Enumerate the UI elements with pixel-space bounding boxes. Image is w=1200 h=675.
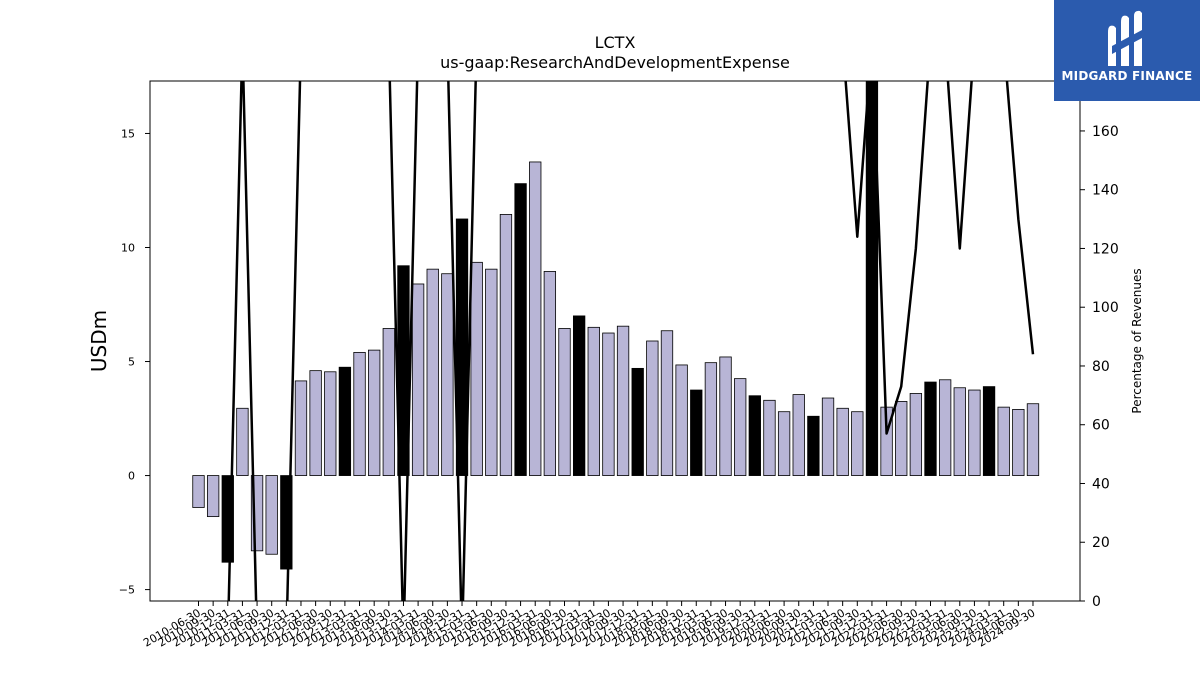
bar-2012-09-30 <box>325 372 337 476</box>
y-tick-label: 10 <box>121 241 135 254</box>
bar-2016-03-31 <box>529 162 541 476</box>
bar-2010-06-30 <box>193 476 205 508</box>
y-axis-label-right: Percentage of Revenues <box>1130 268 1144 413</box>
bar-2011-09-30 <box>266 476 278 555</box>
bar-2021-03-31 <box>822 398 834 476</box>
bar-2010-09-30 <box>207 476 219 517</box>
midgard-finance-logo: MIDGARD FINANCE <box>1054 0 1200 101</box>
line-path <box>228 41 1033 641</box>
bar-2013-09-30 <box>383 328 395 475</box>
y-tick-label-right: 0 <box>1092 594 1101 610</box>
y-tick-label-right: 140 <box>1092 183 1119 199</box>
y-axis-left: −5 0 5 10 15 <box>119 127 150 596</box>
bar-2014-09-30 <box>442 274 454 476</box>
bar-2015-09-30 <box>500 214 512 475</box>
bar-2013-03-31 <box>354 352 366 475</box>
bar-2022-12-31 <box>925 382 937 476</box>
bar-2014-03-31 <box>412 284 424 476</box>
bar-2022-09-30 <box>910 393 922 475</box>
bar-2017-06-30 <box>603 333 615 476</box>
y-tick-label-right: 80 <box>1092 359 1110 375</box>
y-tick-label: 15 <box>121 127 135 140</box>
bars <box>193 81 1039 569</box>
bar-2023-06-30 <box>954 388 966 476</box>
bar-2020-09-30 <box>793 395 805 476</box>
bar-2016-12-31 <box>573 316 585 476</box>
bar-2017-12-31 <box>632 368 644 475</box>
bar-2014-06-30 <box>427 269 439 475</box>
y-axis-label: USDm <box>87 310 111 372</box>
bar-2015-12-31 <box>515 184 527 476</box>
bar-2012-12-31 <box>339 367 351 475</box>
bar-2020-06-30 <box>778 412 790 476</box>
bar-2018-06-30 <box>661 331 673 476</box>
bar-2022-06-30 <box>895 401 907 475</box>
bar-2016-06-30 <box>544 271 556 475</box>
bar-2020-03-31 <box>764 400 776 475</box>
bar-2011-03-31 <box>237 408 249 475</box>
bar-2012-03-31 <box>295 381 307 476</box>
line-series <box>228 41 1033 641</box>
bar-2013-06-30 <box>368 350 380 475</box>
bar-2024-06-30 <box>1013 409 1025 475</box>
bar-2023-09-30 <box>969 390 981 476</box>
y-tick-label-right: 160 <box>1092 124 1119 140</box>
bar-2016-09-30 <box>559 328 571 475</box>
bar-2021-09-30 <box>852 412 864 476</box>
logo-text: MIDGARD FINANCE <box>1054 69 1200 83</box>
bar-2020-12-31 <box>808 416 820 475</box>
y-tick-label-right: 120 <box>1092 241 1119 257</box>
bar-2023-12-31 <box>983 387 995 476</box>
bar-2024-09-30 <box>1027 404 1039 476</box>
bar-2021-06-30 <box>837 408 849 475</box>
y-tick-label: −5 <box>119 584 135 597</box>
bar-2012-06-30 <box>310 371 322 476</box>
bar-2015-03-31 <box>471 262 483 475</box>
bar-2015-06-30 <box>486 269 498 475</box>
bar-2018-03-31 <box>647 341 659 476</box>
bar-2019-03-31 <box>705 363 717 476</box>
y-tick-label-right: 20 <box>1092 535 1110 551</box>
bar-2019-06-30 <box>720 357 732 476</box>
y-tick-label: 0 <box>128 470 135 483</box>
chart-subtitle: us-gaap:ResearchAndDevelopmentExpense <box>440 53 790 72</box>
y-axis-right: 0 20 40 60 80 100 120 140 160 <box>1080 124 1119 610</box>
bar-2019-12-31 <box>749 396 761 476</box>
bar-2017-09-30 <box>617 326 629 475</box>
y-tick-label: 5 <box>128 356 135 369</box>
bar-2023-03-31 <box>939 380 951 476</box>
y-tick-label-right: 40 <box>1092 476 1110 492</box>
bar-2017-03-31 <box>588 327 600 475</box>
x-axis: 2010-06-302010-09-302010-12-312011-03-31… <box>141 601 1037 650</box>
y-tick-label-right: 60 <box>1092 418 1110 434</box>
bar-2019-09-30 <box>734 379 746 476</box>
bar-2018-09-30 <box>676 365 688 476</box>
bar-2024-03-31 <box>998 407 1010 475</box>
logo-mark-icon <box>1104 10 1150 68</box>
bar-2018-12-31 <box>691 390 703 476</box>
chart-title: LCTX <box>595 33 636 52</box>
y-tick-label-right: 100 <box>1092 300 1119 316</box>
